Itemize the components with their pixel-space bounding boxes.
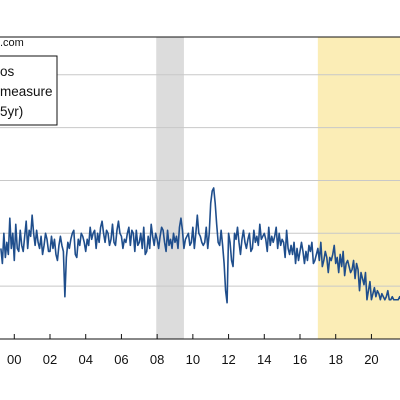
x-tick-label: 16 [293,352,307,367]
x-axis: 00 02 04 06 08 10 12 14 16 18 20 [7,334,379,367]
x-tick-label: 20 [364,352,378,367]
shaded-regions [156,37,400,339]
x-tick-label: 04 [78,352,92,367]
legend-entry-1: measure [0,84,53,99]
source-text: .com [0,37,24,49]
gridlines [0,74,400,287]
x-tick-label: 08 [150,352,164,367]
series-line-0 [0,187,400,304]
legend: os measure 5yr) [0,55,58,126]
x-tick-label: 10 [186,352,200,367]
legend-entry-0: os [0,64,15,79]
plot-frame [0,36,400,340]
x-tick-label: 14 [257,352,271,367]
x-tick-label: 18 [328,352,342,367]
x-tick-label: 06 [114,352,128,367]
x-tick-label: 02 [43,352,57,367]
series-layer [0,187,400,304]
legend-entry-2: 5yr) [0,104,23,119]
x-tick-label: 00 [7,352,21,367]
legend-box [0,55,58,126]
x-tick-label: 12 [221,352,235,367]
recession-shade-0 [156,37,184,339]
